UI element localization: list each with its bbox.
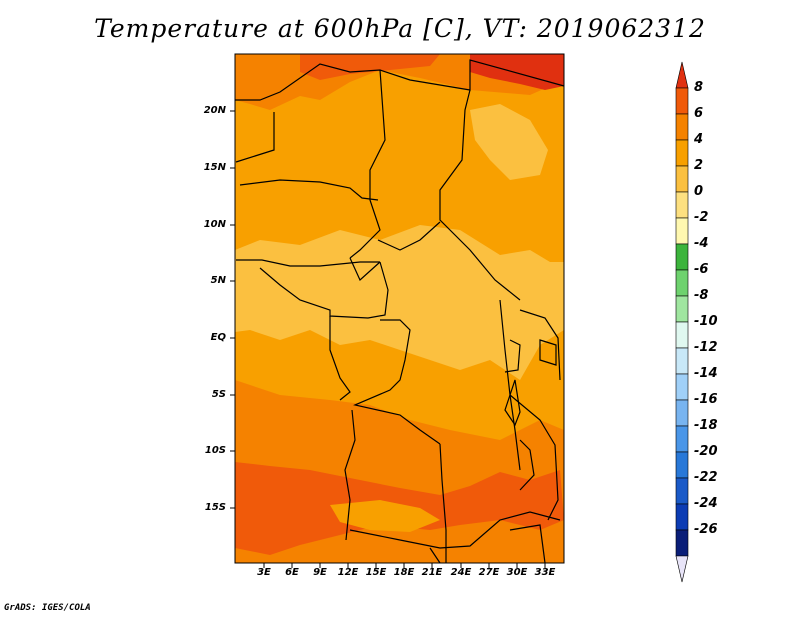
colorbar-swatch	[675, 425, 689, 453]
colorbar-bottom-arrow	[675, 555, 689, 583]
colorbar-label: -12	[694, 340, 718, 355]
colorbar-label: -26	[694, 522, 718, 537]
y-tick-label: 5S	[211, 389, 226, 400]
axis-ticks	[230, 110, 546, 568]
colorbar-swatch	[675, 217, 689, 245]
colorbar-swatch	[675, 113, 689, 141]
colorbar-label: -6	[694, 262, 709, 277]
chart-title: Temperature at 600hPa [C], VT: 201906231…	[94, 14, 706, 43]
colorbar-label: -24	[694, 496, 718, 511]
colorbar-label: 0	[694, 184, 704, 199]
colorbar-swatch	[675, 373, 689, 401]
colorbar-label: -22	[694, 470, 718, 485]
colorbar	[675, 61, 689, 583]
field-cool-west	[235, 260, 300, 332]
colorbar-label: -4	[694, 236, 709, 251]
y-tick-label: EQ	[210, 332, 226, 343]
colorbar-swatch	[675, 347, 689, 375]
colorbar-label: -8	[694, 288, 709, 303]
colorbar-swatch	[675, 243, 689, 271]
x-tick-label: 21E	[421, 567, 443, 578]
colorbar-label: -16	[694, 392, 718, 407]
y-tick-label: 10S	[204, 445, 226, 456]
colorbar-swatch	[675, 139, 689, 167]
field-cool-east	[470, 104, 548, 180]
field-hot-northeast	[470, 54, 564, 90]
colorbar-label: 6	[694, 106, 704, 121]
colorbar-swatch	[675, 321, 689, 349]
x-tick-label: 24E	[450, 567, 472, 578]
x-tick-label: 15E	[365, 567, 387, 578]
x-tick-label: 3E	[257, 567, 271, 578]
colorbar-swatch	[675, 477, 689, 505]
colorbar-swatch	[675, 295, 689, 323]
x-tick-label: 30E	[506, 567, 528, 578]
colorbar-label: 8	[694, 80, 704, 95]
colorbar-swatch	[675, 399, 689, 427]
y-tick-label: 5N	[210, 275, 226, 286]
colorbar-swatch	[675, 451, 689, 479]
colorbar-swatch	[675, 191, 689, 219]
colorbar-label: -2	[694, 210, 709, 225]
x-tick-label: 18E	[393, 567, 415, 578]
colorbar-label: 4	[694, 132, 704, 147]
colorbar-label: -10	[694, 314, 718, 329]
colorbar-label: -14	[694, 366, 718, 381]
y-tick-label: 10N	[203, 219, 226, 230]
colorbar-swatch	[675, 165, 689, 193]
x-tick-label: 6E	[285, 567, 299, 578]
field-pale-south	[330, 500, 440, 532]
colorbar-label: 2	[694, 158, 704, 173]
x-tick-label: 12E	[337, 567, 359, 578]
colorbar-swatch	[675, 529, 689, 557]
boundaries	[235, 59, 565, 564]
y-tick-label: 15N	[203, 162, 226, 173]
x-tick-label: 33E	[534, 567, 556, 578]
colorbar-swatch	[675, 87, 689, 115]
colorbar-swatch	[675, 503, 689, 531]
colorbar-swatch	[675, 269, 689, 297]
field-hot-north	[300, 54, 440, 80]
colorbar-top-arrow	[675, 61, 689, 89]
grads-credit: GrADS: IGES/COLA	[4, 603, 91, 613]
y-tick-label: 20N	[203, 105, 226, 116]
colorbar-label: -20	[694, 444, 718, 459]
x-tick-label: 27E	[478, 567, 500, 578]
map-frame	[234, 53, 565, 564]
x-tick-label: 9E	[313, 567, 327, 578]
y-tick-label: 15S	[204, 502, 226, 513]
colorbar-label: -18	[694, 418, 718, 433]
